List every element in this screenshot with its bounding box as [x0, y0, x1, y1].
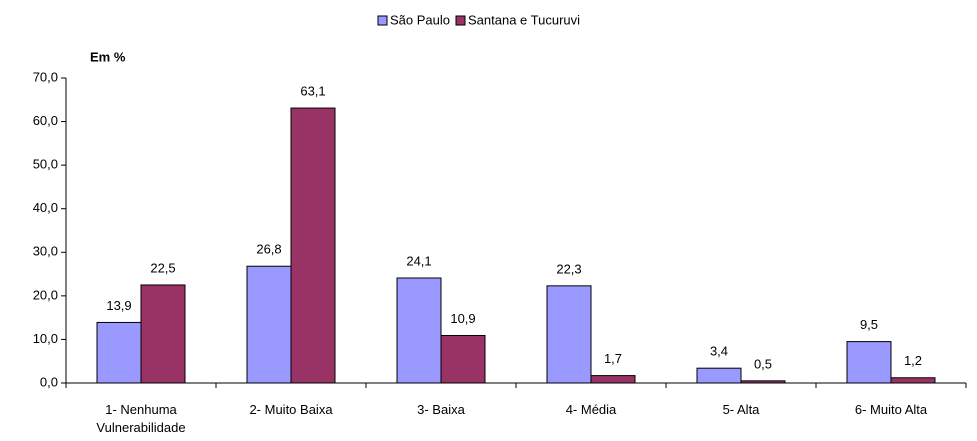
- y-tick-label: 70,0: [33, 69, 58, 84]
- y-axis-label: Em %: [90, 49, 126, 64]
- data-label: 22,5: [150, 260, 175, 275]
- bar: [96, 321, 142, 384]
- x-tick-label: 2- Muito Baixa: [249, 402, 333, 417]
- legend-label: São Paulo: [390, 12, 450, 27]
- data-label: 63,1: [300, 84, 325, 99]
- legend-swatch: [455, 15, 466, 26]
- x-tick-label: 6- Muito Alta: [854, 402, 928, 417]
- y-tick-label: 0,0: [40, 374, 58, 389]
- y-tick-label: 60,0: [33, 113, 58, 128]
- data-label: 24,1: [406, 253, 431, 268]
- bar: [546, 285, 592, 384]
- data-label: 13,9: [106, 298, 131, 313]
- bar: [846, 341, 892, 384]
- bar: [740, 380, 786, 384]
- y-tick-label: 50,0: [33, 157, 58, 172]
- bar: [140, 284, 186, 384]
- bar: [440, 335, 486, 384]
- x-tick-label: 3- Baixa: [417, 402, 465, 417]
- x-tick-label: 4- Média: [565, 402, 617, 417]
- bar: [396, 277, 442, 384]
- bar: [246, 265, 292, 384]
- bar: [290, 107, 336, 384]
- y-tick-label: 10,0: [33, 331, 58, 346]
- y-tick-label: 40,0: [33, 200, 58, 215]
- bar: [890, 377, 936, 384]
- x-tick-label: 1- Nenhuma Vulnerabilidade: [96, 402, 186, 435]
- data-label: 22,3: [556, 261, 581, 276]
- bar: [590, 375, 636, 384]
- legend-swatch: [377, 15, 388, 26]
- y-tick-label: 20,0: [33, 287, 58, 302]
- data-label: 3,4: [710, 344, 728, 359]
- data-label: 10,9: [450, 311, 475, 326]
- bar: [696, 367, 742, 384]
- data-label: 1,2: [904, 353, 922, 368]
- data-label: 26,8: [256, 242, 281, 257]
- data-label: 0,5: [754, 356, 772, 371]
- legend-label: Santana e Tucuruvi: [468, 12, 580, 27]
- data-label: 9,5: [860, 317, 878, 332]
- y-tick-label: 30,0: [33, 244, 58, 259]
- x-tick-label: 5- Alta: [722, 402, 760, 417]
- data-label: 1,7: [604, 351, 622, 366]
